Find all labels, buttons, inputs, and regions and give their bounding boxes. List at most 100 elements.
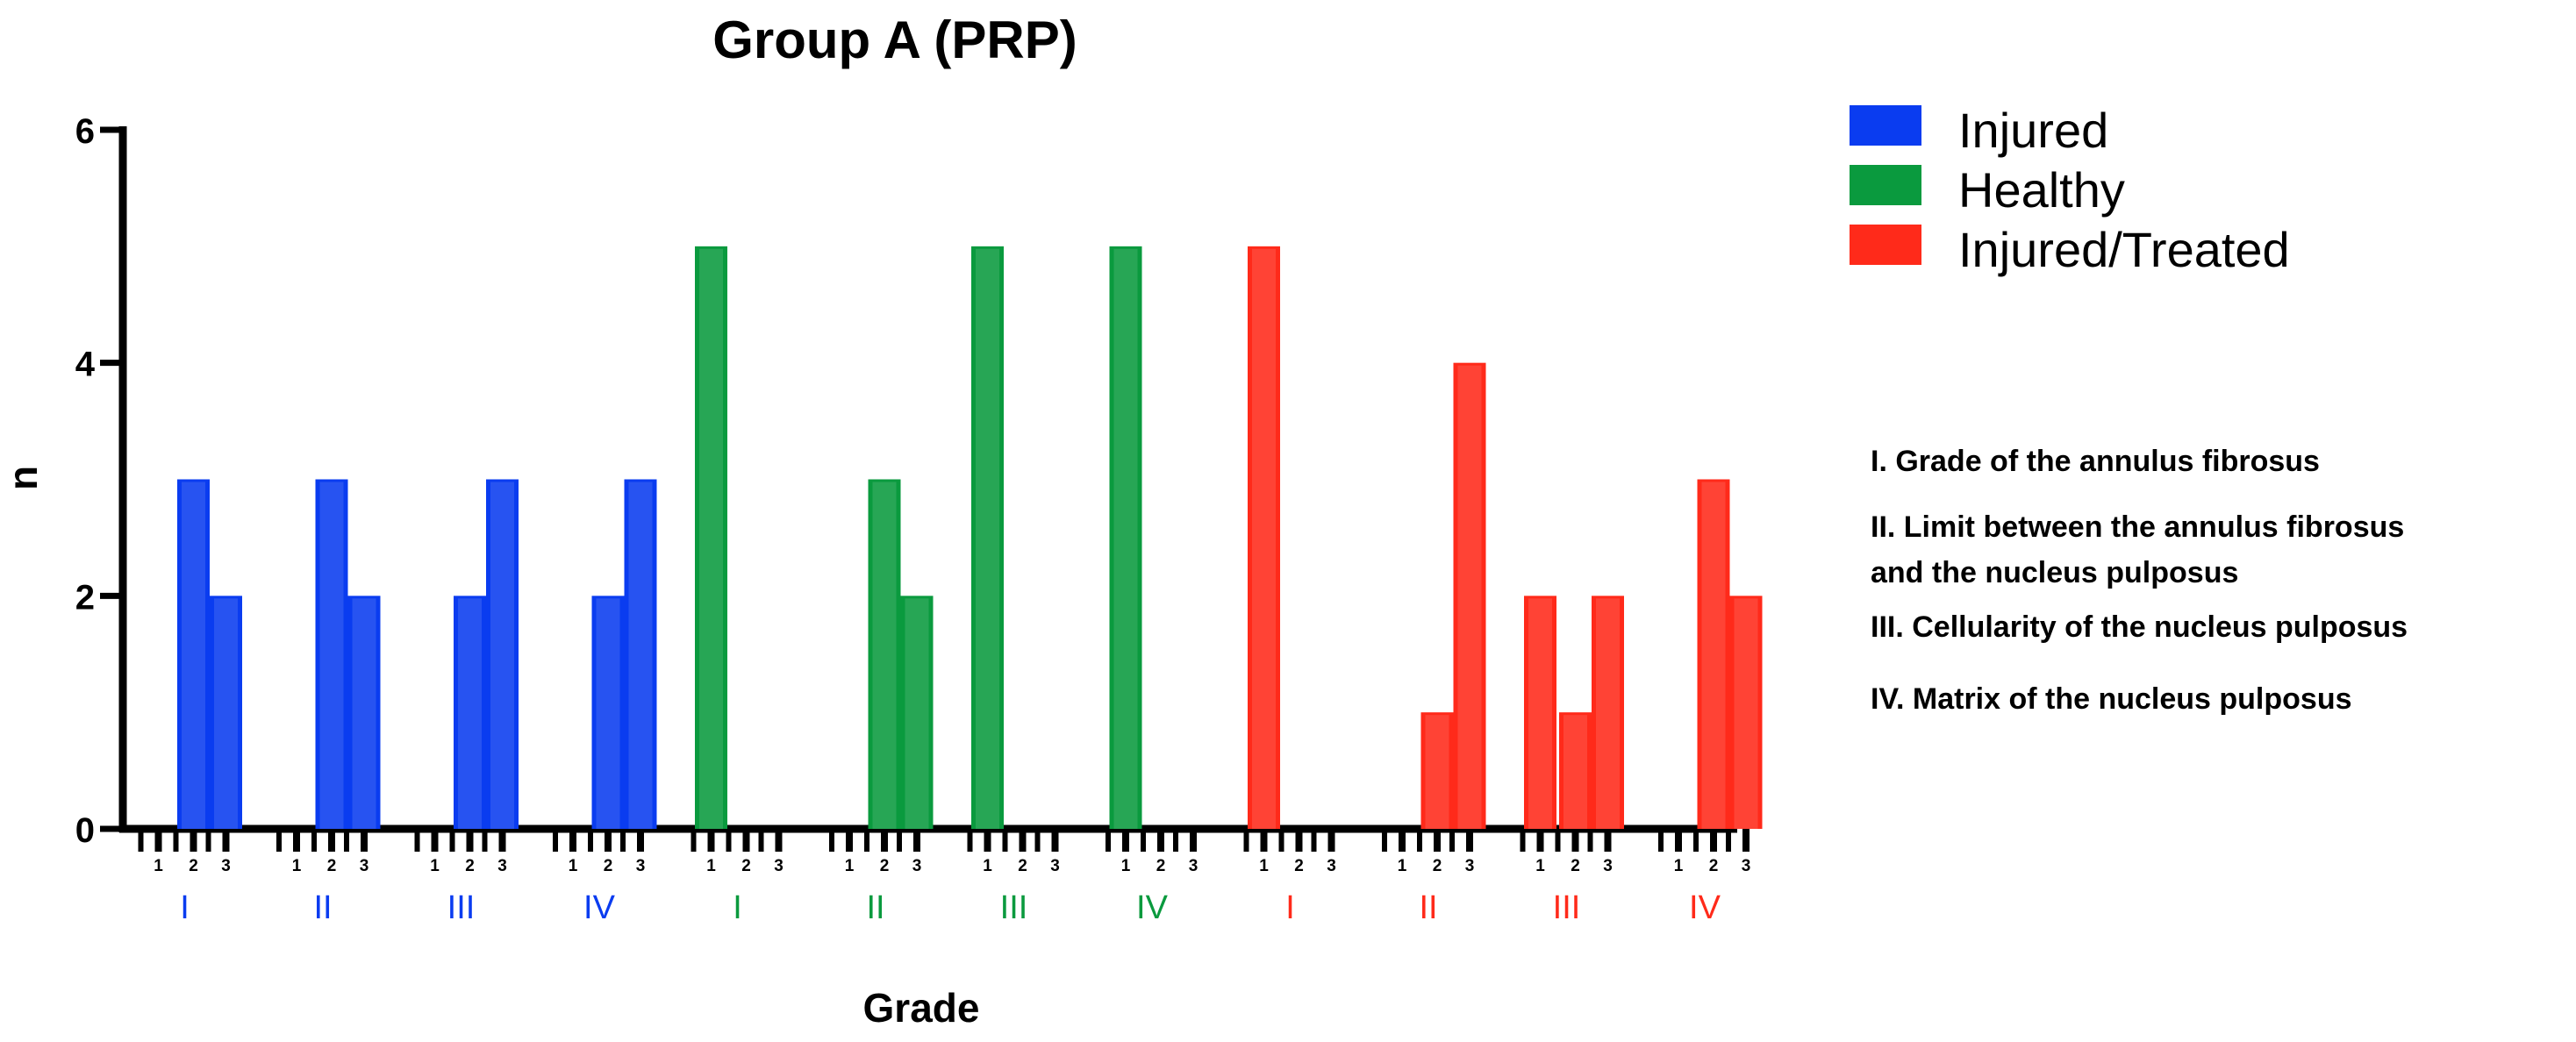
group-label: III <box>1553 889 1581 926</box>
grade-tick-label: 1 <box>292 857 302 875</box>
grade-note: I. Grade of the annulus fibrosus <box>1871 445 2320 478</box>
grade-tick-label: 3 <box>1603 857 1613 875</box>
grade-tick-label: 2 <box>1018 857 1027 875</box>
bar-highlight <box>458 598 482 829</box>
bar <box>1248 246 1280 829</box>
x-axis-title: Grade <box>863 985 980 1031</box>
bar-highlight <box>214 598 238 829</box>
grade-tick-label: 2 <box>604 857 613 875</box>
bar <box>1697 479 1730 829</box>
grade-tick-label: 3 <box>1465 857 1475 875</box>
group-label: IV <box>1136 889 1169 926</box>
bar-highlight <box>976 248 999 829</box>
grade-tick-label: 1 <box>706 857 716 875</box>
bar-highlight <box>596 598 620 829</box>
bar-highlight <box>182 482 205 829</box>
grade-tick-label: 3 <box>1189 857 1199 875</box>
bar <box>315 479 348 829</box>
bar <box>1453 362 1486 830</box>
legend-swatch <box>1850 225 1921 265</box>
group-label: III <box>447 889 476 926</box>
group-label: IV <box>1689 889 1721 926</box>
bar-highlight <box>628 482 653 829</box>
grade-tick-label: 2 <box>1709 857 1719 875</box>
grade-tick-label: 1 <box>569 857 578 875</box>
bar <box>1109 246 1142 829</box>
y-tick-label: 4 <box>75 346 96 384</box>
group-label: II <box>1419 889 1437 926</box>
legend-label: Injured <box>1958 103 2108 158</box>
bar <box>1729 596 1763 829</box>
grade-tick-label: 3 <box>774 857 784 875</box>
grade-note: and the nucleus pulposus <box>1871 556 2238 589</box>
bar-highlight <box>872 482 897 829</box>
bar-highlight <box>1734 598 1758 829</box>
bar-highlight <box>319 482 344 829</box>
grade-note: IV. Matrix of the nucleus pulposus <box>1871 682 2352 716</box>
legend-label: Injured/Treated <box>1958 222 2290 277</box>
bar-highlight <box>1457 365 1482 830</box>
grade-tick-label: 3 <box>1327 857 1336 875</box>
bar-highlight <box>1425 715 1449 829</box>
bar <box>1559 712 1592 829</box>
grade-tick-label: 1 <box>1535 857 1545 875</box>
bar-highlight <box>905 598 929 829</box>
legend-label: Healthy <box>1958 162 2125 218</box>
group-label: III <box>1000 889 1028 926</box>
grade-tick-label: 2 <box>880 857 890 875</box>
bar-highlight <box>699 248 723 829</box>
bar <box>695 246 727 829</box>
group-label: I <box>180 889 190 926</box>
grade-tick-label: 1 <box>1674 857 1684 875</box>
grade-tick-label: 3 <box>360 857 369 875</box>
bar-highlight <box>352 598 376 829</box>
bar <box>1592 596 1624 829</box>
grade-tick-label: 1 <box>845 857 855 875</box>
bar <box>454 596 486 829</box>
bar <box>971 246 1004 829</box>
grade-tick-label: 2 <box>1433 857 1442 875</box>
grade-tick-label: 2 <box>189 857 198 875</box>
chart-title: Group A (PRP) <box>712 11 1077 69</box>
group-label: II <box>866 889 884 926</box>
grade-tick-label: 1 <box>983 857 992 875</box>
grade-note: III. Cellularity of the nucleus pulposus <box>1871 610 2408 644</box>
bar-highlight <box>1596 598 1620 829</box>
bar <box>1524 596 1556 829</box>
grade-tick-label: 2 <box>465 857 475 875</box>
y-axis-title: n <box>0 466 46 490</box>
legend-swatch <box>1850 105 1921 146</box>
bar <box>177 479 210 829</box>
y-tick-label: 2 <box>75 578 95 617</box>
bar <box>591 596 625 829</box>
bar-highlight <box>1563 715 1587 829</box>
bar-highlight <box>1252 248 1276 829</box>
y-tick-label: 0 <box>75 811 95 850</box>
bar <box>900 596 934 829</box>
grade-tick-label: 3 <box>1050 857 1060 875</box>
bar-highlight <box>1701 482 1726 829</box>
bar-highlight <box>1528 598 1552 829</box>
grade-notes: I. Grade of the annulus fibrosus II. Limi… <box>1871 445 2408 716</box>
bar <box>486 479 519 829</box>
bar <box>1420 712 1454 829</box>
grade-tick-label: 3 <box>912 857 922 875</box>
bars <box>177 246 1763 830</box>
group-label: II <box>313 889 332 926</box>
group-label: I <box>733 889 742 926</box>
group-label: I <box>1285 889 1295 926</box>
grade-tick-label: 2 <box>327 857 337 875</box>
grade-tick-label: 2 <box>1571 857 1580 875</box>
bar-highlight <box>490 482 514 829</box>
grade-tick-label: 1 <box>1398 857 1407 875</box>
grade-tick-label: 3 <box>221 857 231 875</box>
grade-tick-label: 1 <box>430 857 440 875</box>
bar <box>868 479 901 829</box>
grade-tick-label: 1 <box>1259 857 1269 875</box>
grade-tick-label: 1 <box>154 857 163 875</box>
grade-tick-label: 2 <box>741 857 751 875</box>
legend-swatch <box>1850 165 1921 205</box>
